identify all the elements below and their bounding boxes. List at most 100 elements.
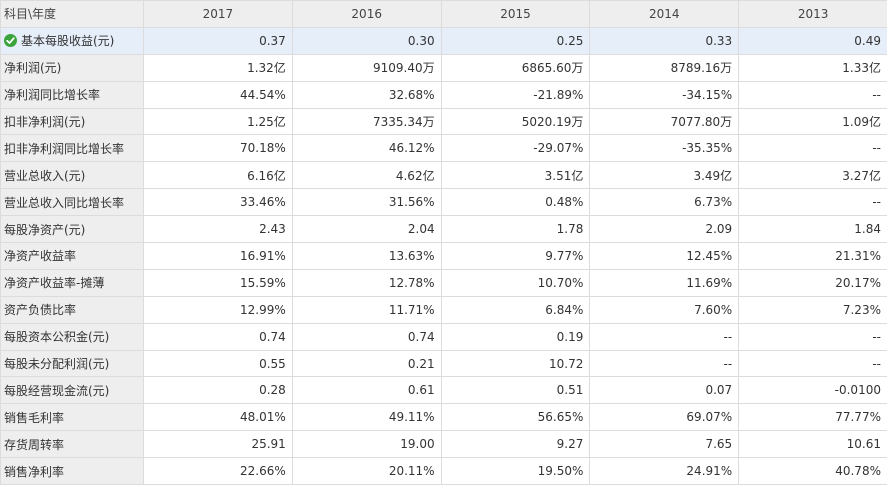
value-cell: -34.15% — [590, 81, 739, 108]
value-cell: 31.56% — [292, 189, 441, 216]
value-cell: 0.37 — [144, 27, 293, 54]
value-cell: 6.73% — [590, 189, 739, 216]
value-cell: 40.78% — [739, 458, 887, 485]
value-cell: 0.33 — [590, 27, 739, 54]
value-cell: 1.33亿 — [739, 54, 887, 81]
value-cell: 0.19 — [441, 323, 590, 350]
value-cell: 5020.19万 — [441, 108, 590, 135]
value-cell: 12.78% — [292, 269, 441, 296]
row-label-cell: 资产负债比率 — [1, 296, 144, 323]
value-cell: 0.51 — [441, 377, 590, 404]
value-cell: 0.30 — [292, 27, 441, 54]
row-label: 销售净利率 — [4, 465, 64, 479]
row-label-cell: 每股经营现金流(元) — [1, 377, 144, 404]
value-cell: 1.84 — [739, 216, 887, 243]
value-cell: 46.12% — [292, 135, 441, 162]
value-cell: 20.17% — [739, 269, 887, 296]
value-cell: -0.0100 — [739, 377, 887, 404]
value-cell: 1.25亿 — [144, 108, 293, 135]
value-cell: 0.74 — [292, 323, 441, 350]
value-cell: 22.66% — [144, 458, 293, 485]
value-cell: 6865.60万 — [441, 54, 590, 81]
value-cell: -- — [739, 135, 887, 162]
value-cell: 3.51亿 — [441, 162, 590, 189]
header-corner: 科目\年度 — [1, 1, 144, 28]
value-cell: 48.01% — [144, 404, 293, 431]
row-label: 存货周转率 — [4, 438, 64, 452]
value-cell: 2.43 — [144, 216, 293, 243]
value-cell: 19.50% — [441, 458, 590, 485]
value-cell: 19.00 — [292, 431, 441, 458]
value-cell: 9.77% — [441, 243, 590, 270]
value-cell: 0.21 — [292, 350, 441, 377]
value-cell: 2.09 — [590, 216, 739, 243]
value-cell: 0.61 — [292, 377, 441, 404]
value-cell: 69.07% — [590, 404, 739, 431]
value-cell: 1.32亿 — [144, 54, 293, 81]
value-cell: 0.74 — [144, 323, 293, 350]
year-header[interactable]: 2016 — [292, 1, 441, 28]
row-label-cell: 销售毛利率 — [1, 404, 144, 431]
value-cell: -35.35% — [590, 135, 739, 162]
value-cell: 3.27亿 — [739, 162, 887, 189]
value-cell: 6.16亿 — [144, 162, 293, 189]
value-cell: 20.11% — [292, 458, 441, 485]
value-cell: 2.04 — [292, 216, 441, 243]
value-cell: 16.91% — [144, 243, 293, 270]
row-label-cell: 营业总收入(元) — [1, 162, 144, 189]
row-label: 扣非净利润同比增长率 — [4, 142, 124, 156]
value-cell: 0.48% — [441, 189, 590, 216]
value-cell: 56.65% — [441, 404, 590, 431]
row-label-cell: 净利润同比增长率 — [1, 81, 144, 108]
year-header[interactable]: 2013 — [739, 1, 887, 28]
row-label-cell: 营业总收入同比增长率 — [1, 189, 144, 216]
value-cell: -- — [739, 350, 887, 377]
row-label-cell: 净资产收益率-摊薄 — [1, 269, 144, 296]
value-cell: -- — [739, 189, 887, 216]
year-header[interactable]: 2014 — [590, 1, 739, 28]
value-cell: 11.69% — [590, 269, 739, 296]
value-cell: -- — [739, 323, 887, 350]
value-cell: 8789.16万 — [590, 54, 739, 81]
value-cell: -- — [590, 323, 739, 350]
value-cell: 3.49亿 — [590, 162, 739, 189]
row-label-cell: 净利润(元) — [1, 54, 144, 81]
value-cell: 49.11% — [292, 404, 441, 431]
row-label-cell: 基本每股收益(元) — [1, 27, 144, 54]
table-header-row: 科目\年度 2017 2016 2015 2014 2013 — [1, 1, 887, 28]
value-cell: 0.55 — [144, 350, 293, 377]
row-label-cell: 扣非净利润(元) — [1, 108, 144, 135]
year-header[interactable]: 2017 — [144, 1, 293, 28]
value-cell: -- — [590, 350, 739, 377]
row-label: 每股净资产(元) — [4, 223, 85, 237]
row-label-cell: 每股净资产(元) — [1, 216, 144, 243]
value-cell: 7.60% — [590, 296, 739, 323]
value-cell: 7335.34万 — [292, 108, 441, 135]
row-label-cell: 净资产收益率 — [1, 243, 144, 270]
row-label: 销售毛利率 — [4, 411, 64, 425]
value-cell: 4.62亿 — [292, 162, 441, 189]
value-cell: 25.91 — [144, 431, 293, 458]
row-label: 每股经营现金流(元) — [4, 384, 109, 398]
year-header[interactable]: 2015 — [441, 1, 590, 28]
value-cell: 15.59% — [144, 269, 293, 296]
value-cell: 10.70% — [441, 269, 590, 296]
